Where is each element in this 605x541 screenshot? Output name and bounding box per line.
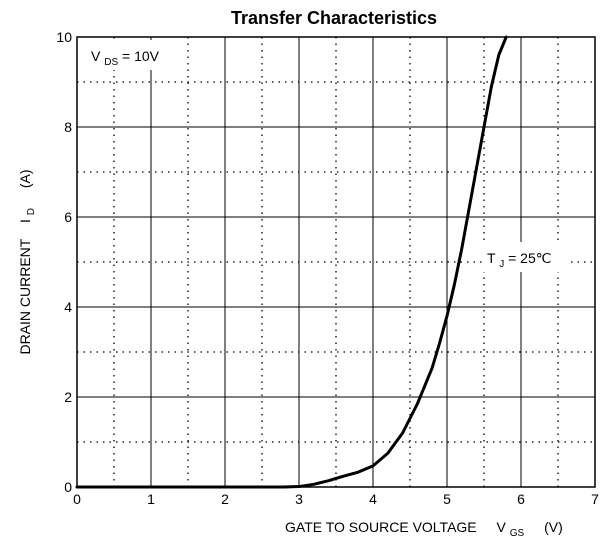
y-axis-label: DRAIN CURRENT I D (A): [17, 169, 37, 354]
x-axis-label-main: GATE TO SOURCE VOLTAGE: [285, 519, 477, 535]
x-axis-label-symbol: V: [497, 519, 507, 535]
tj-annotation-group: T J = 25℃: [483, 242, 567, 272]
y-axis-label-symbol: I: [17, 219, 33, 223]
y-tick-label: 0: [64, 479, 72, 495]
vds-annotation-subscript: DS: [104, 57, 118, 68]
x-tick-label: 4: [369, 491, 377, 507]
vds-annotation-symbol: V: [91, 48, 101, 64]
y-tick-label: 2: [64, 389, 72, 405]
vds-annotation: V DS = 10V: [91, 48, 160, 68]
x-axis-label-subscript: GS: [510, 528, 525, 539]
tj-annotation-background: [483, 242, 567, 272]
tick-label-layer: 0 1 2 3 4 5 6 7 0 2 4 6 8 10: [56, 29, 599, 507]
x-tick-label: 3: [295, 491, 303, 507]
frame-layer: [76, 36, 596, 488]
chart-title: Transfer Characteristics: [231, 8, 437, 28]
x-tick-label: 6: [517, 491, 525, 507]
tj-annotation: T J = 25℃: [487, 250, 551, 270]
x-tick-label: 1: [147, 491, 155, 507]
x-tick-label: 0: [73, 491, 81, 507]
vds-annotation-background: [85, 40, 183, 70]
x-axis-label: GATE TO SOURCE VOLTAGE V GS (V): [285, 519, 563, 539]
vds-annotation-group: V DS = 10V: [85, 40, 183, 70]
tj-annotation-rest: = 25℃: [508, 250, 551, 266]
y-tick-label: 4: [64, 299, 72, 315]
x-tick-label: 2: [221, 491, 229, 507]
tj-annotation-symbol: T: [487, 250, 496, 266]
vds-annotation-rest: = 10V: [122, 48, 160, 64]
y-axis-label-main: DRAIN CURRENT: [17, 238, 33, 354]
plot-frame: [76, 36, 596, 488]
x-axis-label-unit: (V): [544, 519, 563, 535]
y-tick-label: 8: [64, 119, 72, 135]
x-tick-label: 5: [443, 491, 451, 507]
x-tick-label: 7: [591, 491, 599, 507]
y-tick-label: 6: [64, 209, 72, 225]
tj-annotation-subscript: J: [499, 259, 504, 270]
y-axis-label-subscript: D: [26, 208, 37, 215]
y-axis-label-unit: (A): [17, 169, 33, 188]
y-tick-label: 10: [56, 29, 72, 45]
